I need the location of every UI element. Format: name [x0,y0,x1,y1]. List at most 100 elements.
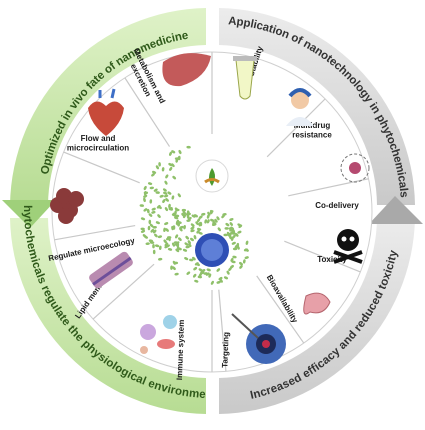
particle [235,233,239,237]
particle [168,162,173,167]
particle [152,225,157,229]
particle [193,273,197,278]
particle [172,175,177,180]
segment-divider [54,224,136,241]
heart-icon [88,88,124,136]
particle [178,149,182,155]
particle [194,279,199,283]
particle [164,245,169,249]
particle [231,241,236,245]
particle [151,211,156,214]
particle [244,256,249,259]
particle [206,214,210,219]
particle [232,255,237,259]
particle [183,225,186,230]
particle [140,227,145,231]
particle [152,244,155,249]
particle [224,227,229,230]
particle [172,266,176,271]
herb-leaf-icon [209,168,215,186]
tube-icon [233,56,257,100]
particle [157,214,161,218]
band-right-top [219,8,415,205]
particle [185,235,189,240]
particle [239,262,243,266]
arrow-left-top [2,200,56,228]
particle [229,218,234,221]
particle [163,227,166,232]
doctor-icon [286,88,314,126]
particle [198,222,202,227]
particle [171,195,175,200]
particle [245,240,249,245]
particle [175,219,180,224]
particle [158,257,163,261]
particle [210,280,214,285]
particle [216,216,220,221]
particle [167,191,172,195]
particle [147,182,153,185]
particle [223,233,228,237]
particle [168,236,171,242]
particle [174,207,179,212]
segment-label-right-2-line: resistance [292,131,332,140]
particle [189,258,194,262]
nanoparticle-core-icon [201,239,223,261]
green-particle-field [139,145,249,285]
particle [239,265,243,269]
particle [151,173,155,177]
particle [244,248,249,252]
particle [162,199,166,203]
particle [191,214,196,218]
segment-label-right-6: Targeting [220,332,230,368]
particle [238,224,243,229]
particle [154,233,158,238]
particle [186,145,191,149]
particle [195,221,199,226]
particle [140,229,146,233]
particle [178,155,181,161]
intestine-icon [303,292,331,315]
particle [163,194,169,198]
particle [237,230,242,234]
particle [157,205,162,209]
particle [143,194,148,198]
segment-dividers [54,52,369,372]
particle [193,235,197,240]
particle [152,249,156,255]
particle [179,227,183,232]
particle [157,235,163,239]
membrane-icon [89,251,133,289]
particle [225,222,230,227]
particle [165,174,169,179]
segment-divider [256,275,305,344]
particle [171,150,176,154]
particle [171,163,175,168]
particle [169,151,172,156]
particle [197,275,203,279]
particle [190,237,194,242]
particle [182,214,187,219]
particle [173,241,179,244]
particle [154,244,160,248]
particle [192,256,196,261]
particle [146,208,150,214]
particle [223,276,229,280]
particle [167,248,173,251]
particle [152,170,157,174]
particle [174,214,180,218]
particle [169,166,173,171]
particle [231,260,236,264]
particle [174,216,179,220]
particle [149,223,154,228]
particle [152,229,157,234]
particle [163,188,167,192]
segment-divider [124,77,171,147]
particle [186,211,190,216]
segment-divider [218,289,227,372]
particle [148,219,152,225]
particle [175,158,179,163]
particle [222,213,227,216]
segment-label-right-3: Co-delivery [315,201,359,210]
